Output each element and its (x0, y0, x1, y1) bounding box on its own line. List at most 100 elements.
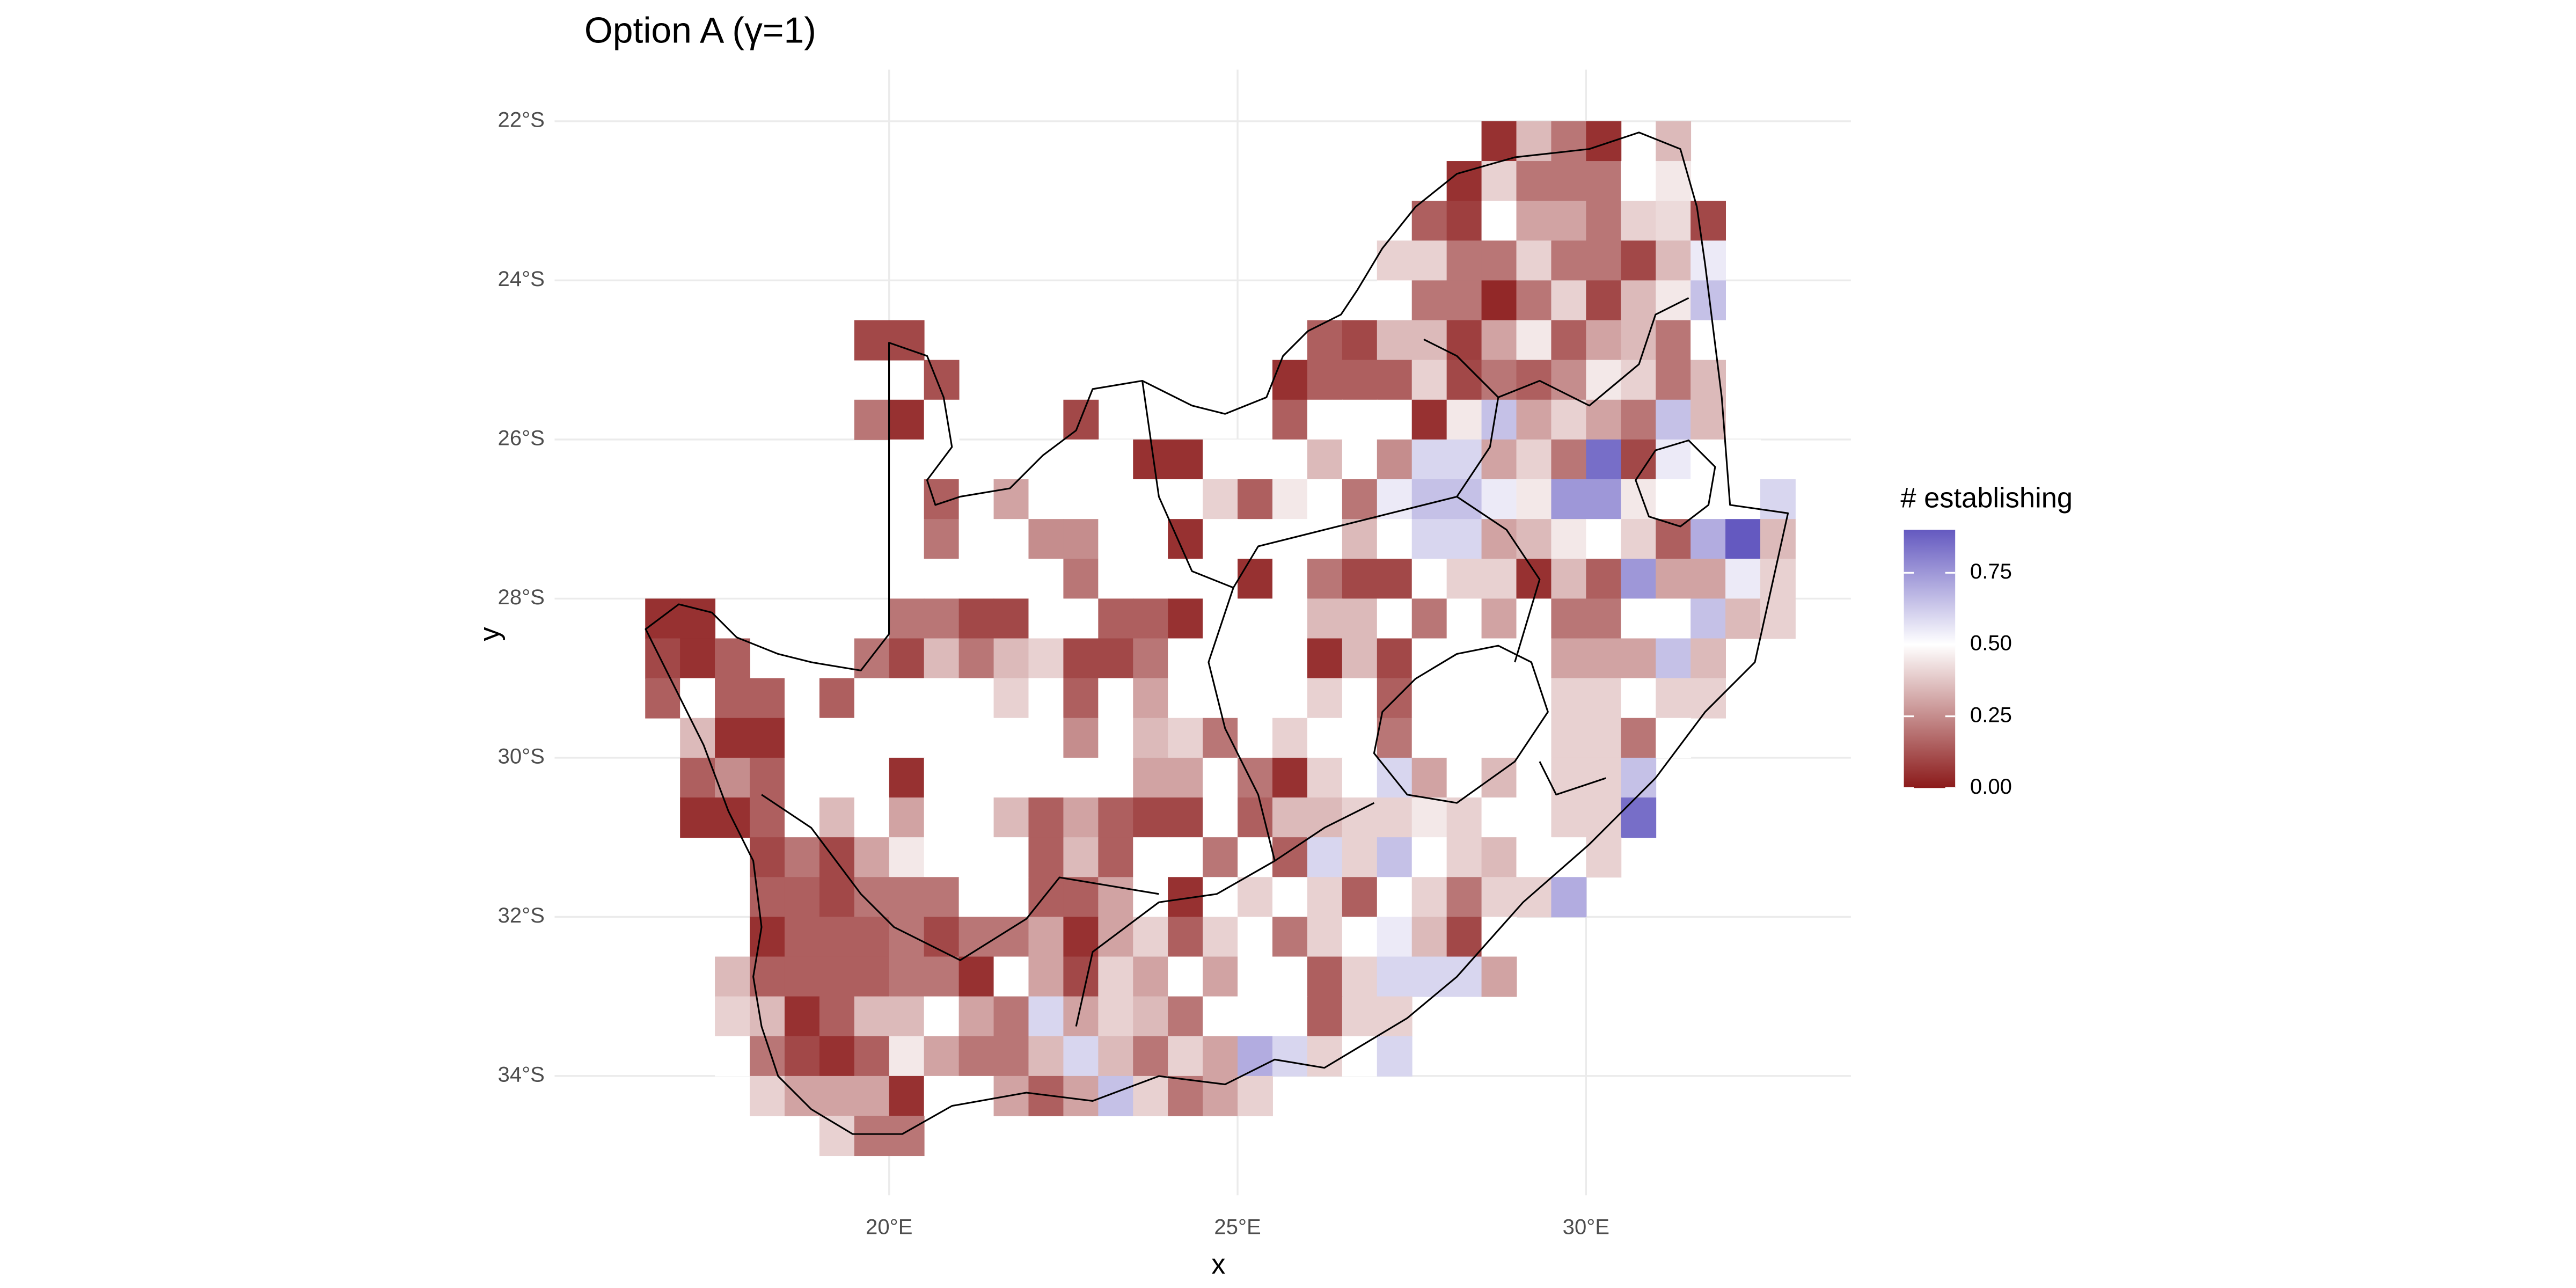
tile (1411, 837, 1447, 878)
tile (819, 996, 855, 1037)
tile (1586, 161, 1622, 202)
tile (1238, 598, 1273, 639)
tile (1586, 121, 1622, 162)
tile (1690, 240, 1726, 281)
tile (750, 877, 785, 918)
tile (1516, 280, 1552, 321)
tile (1342, 996, 1378, 1037)
tile (1342, 559, 1378, 599)
x-tick-label: 25°E (1214, 1216, 1261, 1239)
tile (993, 1036, 1029, 1077)
tile (1272, 837, 1308, 878)
tile (1238, 479, 1273, 520)
tile (1203, 877, 1238, 918)
tile (1551, 161, 1587, 202)
tile (1586, 638, 1622, 679)
tile (1307, 598, 1343, 639)
tile (1551, 638, 1587, 679)
tile (1063, 797, 1099, 838)
tile (1621, 519, 1657, 560)
tile (958, 678, 994, 719)
tile (1551, 360, 1587, 400)
tile (1516, 201, 1552, 241)
tile (1446, 598, 1482, 639)
tile (1377, 797, 1413, 838)
tile (750, 996, 785, 1037)
tile (1238, 956, 1273, 997)
tile (1446, 519, 1482, 560)
tile (750, 1075, 785, 1116)
y-tick-label: 26°S (498, 427, 545, 450)
tile (1377, 439, 1413, 480)
tile (1098, 638, 1134, 679)
x-tick-label: 30°E (1563, 1216, 1609, 1239)
tile (1098, 757, 1134, 798)
tile (1272, 360, 1308, 400)
tile (1238, 439, 1273, 480)
tile (1690, 519, 1726, 560)
tile (1028, 519, 1064, 560)
tile (1586, 399, 1622, 440)
tile (993, 638, 1029, 679)
legend-title: # establishing (1900, 482, 2073, 514)
tile (1063, 638, 1099, 679)
tile (1551, 837, 1587, 878)
tile (1446, 678, 1482, 719)
tile (1272, 479, 1308, 520)
tile (1203, 519, 1238, 560)
tile (1307, 1036, 1343, 1077)
tile (1446, 439, 1482, 480)
tile (1342, 638, 1378, 679)
tile (889, 1116, 925, 1157)
tile (1551, 240, 1587, 281)
tile (1272, 638, 1308, 679)
tile (1551, 519, 1587, 560)
tile (1377, 479, 1413, 520)
tile (715, 638, 750, 679)
tile (1238, 638, 1273, 679)
tile (750, 837, 785, 878)
tile (1238, 996, 1273, 1037)
tile (1621, 439, 1657, 480)
tile (1446, 399, 1482, 440)
tile (1133, 956, 1169, 997)
tile (1098, 797, 1134, 838)
x-axis-title: x (1211, 1249, 1225, 1280)
tile (1063, 1075, 1099, 1116)
tile (889, 1075, 925, 1116)
tile (993, 877, 1029, 918)
tile (1063, 956, 1099, 997)
tile (1586, 439, 1622, 480)
tile (1481, 320, 1517, 361)
tile (924, 718, 960, 758)
tile (993, 797, 1029, 838)
tile (1446, 757, 1482, 798)
tile (1411, 757, 1447, 798)
tile (680, 638, 716, 679)
tile (1377, 1036, 1413, 1077)
tile (1725, 598, 1761, 639)
tile (1656, 439, 1692, 480)
tile (1621, 280, 1657, 321)
tile (854, 917, 890, 957)
tile (1481, 201, 1517, 241)
tile (645, 678, 681, 719)
tile (993, 917, 1029, 957)
tile (1446, 877, 1482, 918)
tile (1133, 439, 1169, 480)
tile (1098, 837, 1134, 878)
tile (1133, 678, 1169, 719)
tile (854, 757, 890, 798)
tile (993, 757, 1029, 798)
tile (1621, 360, 1657, 400)
tile (1586, 678, 1622, 719)
tile (1098, 678, 1134, 719)
tile (1168, 757, 1204, 798)
tile (715, 678, 750, 719)
tile (1342, 956, 1378, 997)
tile (1203, 797, 1238, 838)
tile (1272, 718, 1308, 758)
tile (958, 479, 994, 520)
tile (924, 797, 960, 838)
tile (1621, 399, 1657, 440)
